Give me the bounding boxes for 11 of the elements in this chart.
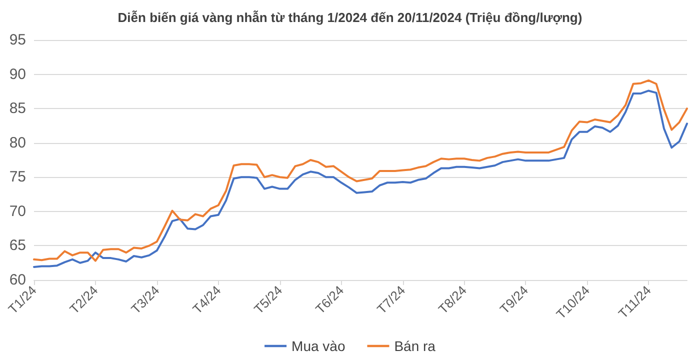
y-tick-label: 65 — [9, 237, 26, 254]
legend-label: Mua vào — [292, 338, 346, 354]
y-tick-label: 80 — [9, 134, 26, 152]
legend-label: Bán ra — [394, 338, 436, 354]
y-tick-label: 60 — [9, 272, 26, 288]
y-tick-label: 90 — [9, 66, 26, 83]
y-tick-label: 95 — [9, 32, 26, 48]
y-tick-label: 85 — [9, 100, 26, 118]
y-tick-label: 75 — [9, 168, 26, 186]
y-tick-label: 70 — [9, 202, 26, 220]
chart-title: Diễn biến giá vàng nhẫn từ tháng 1/2024 đến 20/11/2024 (Triệu đồng/lượng) — [118, 10, 582, 25]
